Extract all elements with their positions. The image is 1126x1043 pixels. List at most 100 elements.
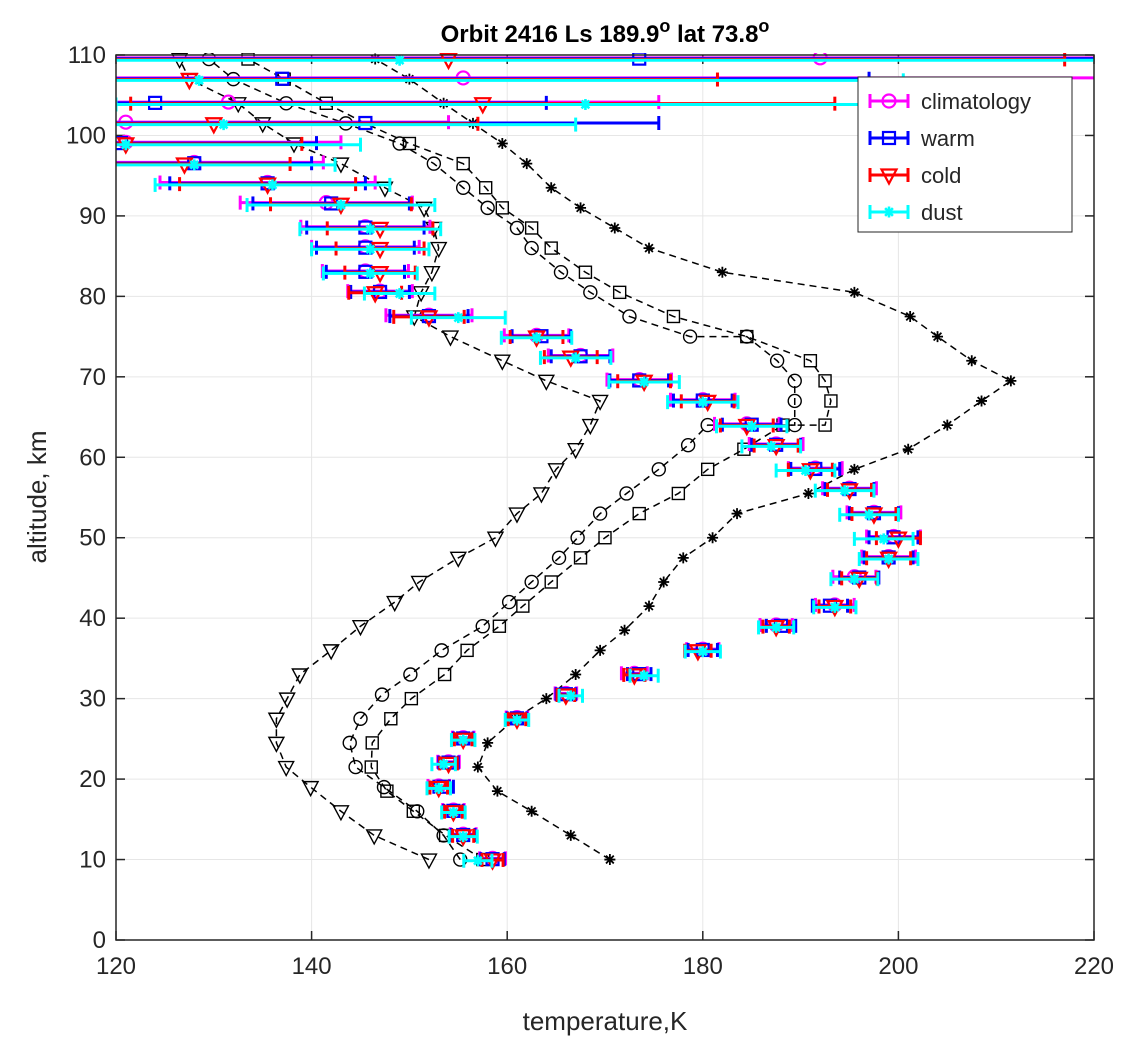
data-point-dust bbox=[697, 646, 709, 658]
chart-title: Orbit 2416 Ls 189.9o lat 73.8o bbox=[441, 16, 770, 48]
model-point-square bbox=[402, 136, 417, 151]
y-tick-label: 70 bbox=[79, 364, 106, 391]
data-point-dust bbox=[878, 533, 890, 545]
title-prefix: Orbit 2416 Ls 189.9 bbox=[441, 21, 660, 48]
model-point-circle bbox=[501, 594, 517, 610]
model-point-circle bbox=[392, 136, 407, 151]
data-point-dust bbox=[457, 734, 469, 746]
model-point-square bbox=[524, 221, 539, 235]
model-point-triangle bbox=[332, 805, 350, 822]
data-point-dust bbox=[364, 267, 376, 279]
data-point-dust bbox=[193, 74, 205, 86]
model-point-circle bbox=[769, 353, 785, 368]
model-point-triangle bbox=[291, 668, 309, 685]
model-point-star bbox=[472, 761, 484, 773]
y-tick-label: 0 bbox=[93, 927, 106, 954]
model-point-star bbox=[496, 138, 508, 149]
model-point-triangle bbox=[332, 157, 350, 174]
data-point-dust bbox=[638, 670, 650, 682]
model-point-circle bbox=[583, 285, 598, 300]
legend-entry-warm: warm bbox=[868, 126, 975, 151]
legend-marker-climatology bbox=[881, 93, 897, 109]
model-point-square bbox=[404, 691, 419, 706]
legend-entry-dust: dust bbox=[868, 200, 963, 225]
model-point-square bbox=[544, 241, 558, 255]
y-axis-label: altitude, km bbox=[22, 431, 52, 564]
data-point-dust bbox=[457, 831, 469, 843]
model-point-square bbox=[516, 599, 530, 613]
y-tick-label: 10 bbox=[79, 847, 106, 874]
model-point-triangle bbox=[449, 551, 467, 568]
model-point-triangle bbox=[430, 241, 448, 259]
model-point-star bbox=[594, 644, 606, 656]
legend-label-warm: warm bbox=[920, 126, 975, 151]
model-point-circle bbox=[651, 462, 666, 477]
data-point-dust bbox=[188, 159, 200, 171]
model-point-star bbox=[716, 266, 728, 278]
model-point-star bbox=[565, 829, 577, 841]
model-point-circle bbox=[342, 735, 357, 751]
y-tick-label: 110 bbox=[68, 42, 106, 69]
y-tick-label: 90 bbox=[79, 203, 106, 230]
model-point-star bbox=[966, 355, 978, 367]
model-point-triangle bbox=[532, 487, 551, 504]
title-middle: lat 73.8 bbox=[670, 21, 758, 48]
x-tick-label: 140 bbox=[292, 953, 332, 980]
model-point-star bbox=[491, 785, 503, 797]
legend-label-dust: dust bbox=[921, 200, 963, 225]
model-point-circle bbox=[592, 506, 608, 521]
model-point-triangle bbox=[486, 531, 505, 548]
model-point-square bbox=[380, 784, 394, 798]
legend-marker-warm bbox=[881, 130, 897, 146]
model-point-star bbox=[643, 242, 655, 254]
model-point-triangle bbox=[365, 829, 383, 846]
model-point-square bbox=[365, 736, 379, 750]
model-point-star bbox=[1005, 375, 1017, 387]
legend-label-climatology: climatology bbox=[921, 89, 1031, 114]
model-point-triangle bbox=[566, 443, 585, 460]
model-point-star bbox=[902, 443, 914, 455]
model-point-square bbox=[671, 486, 686, 501]
model-point-circle bbox=[348, 759, 363, 775]
model-point-circle bbox=[551, 550, 567, 566]
model-point-star bbox=[848, 286, 860, 298]
model-point-circle bbox=[455, 180, 471, 195]
model-point-star bbox=[521, 158, 533, 170]
model-point-triangle bbox=[441, 330, 460, 347]
data-point-dust bbox=[765, 440, 777, 452]
data-point-dust bbox=[394, 54, 406, 66]
model-point-circle bbox=[682, 329, 698, 344]
model-point-star bbox=[848, 463, 860, 475]
x-tick-label: 160 bbox=[487, 953, 527, 980]
data-point-dust bbox=[511, 714, 523, 726]
data-point-dust bbox=[433, 782, 445, 794]
model-point-star bbox=[482, 737, 494, 749]
model-point-circle bbox=[553, 265, 569, 280]
x-tick-label: 220 bbox=[1074, 953, 1114, 980]
model-point-star bbox=[526, 805, 538, 817]
model-point-triangle bbox=[537, 374, 555, 391]
model-point-triangle bbox=[322, 644, 340, 661]
model-point-circle bbox=[622, 309, 637, 324]
model-point-triangle bbox=[278, 692, 296, 709]
data-point-dust bbox=[579, 98, 591, 110]
data-point-dust bbox=[883, 553, 895, 565]
y-tick-label: 40 bbox=[79, 605, 106, 632]
observation-series bbox=[116, 53, 1094, 871]
model-point-star bbox=[545, 182, 557, 194]
model-point-star bbox=[575, 202, 587, 214]
model-point-circle bbox=[570, 530, 585, 545]
model-point-circle bbox=[680, 438, 696, 453]
legend-marker-dust bbox=[883, 206, 895, 218]
model-point-circle bbox=[403, 667, 418, 682]
model-point-star bbox=[904, 310, 916, 322]
model-point-star bbox=[619, 624, 631, 636]
model-point-triangle bbox=[547, 463, 565, 480]
model-point-circle bbox=[524, 240, 539, 256]
model-point-square bbox=[598, 531, 612, 545]
model-point-circle bbox=[787, 373, 802, 389]
model-point-star bbox=[707, 532, 719, 544]
data-point-dust bbox=[746, 420, 758, 432]
model-point-square bbox=[803, 354, 818, 368]
data-point-dust bbox=[364, 243, 376, 255]
